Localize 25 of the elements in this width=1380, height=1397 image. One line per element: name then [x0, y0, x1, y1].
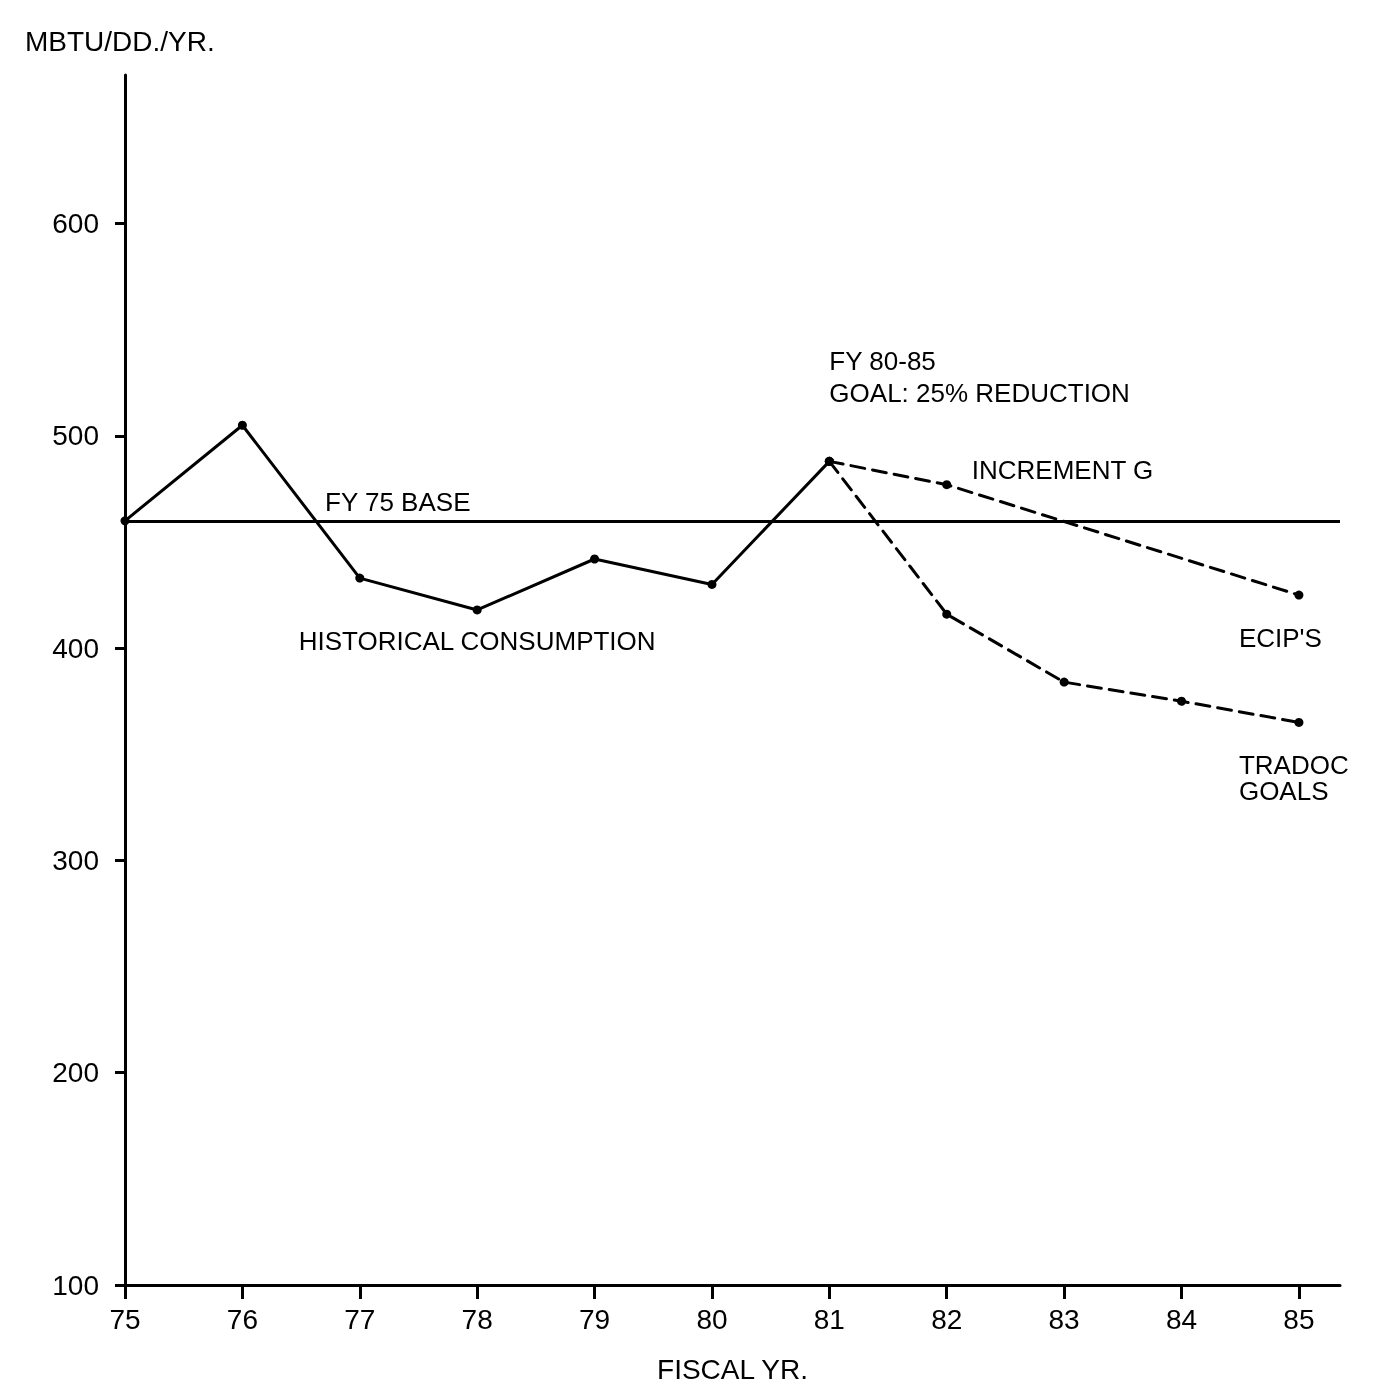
x-tick-label: 76: [226, 1303, 258, 1335]
y-tick-label: 600: [52, 208, 99, 240]
x-tick-label: 81: [813, 1303, 845, 1335]
x-tick-label: 85: [1283, 1303, 1315, 1335]
x-tick-label: 75: [109, 1303, 141, 1335]
x-tick-label: 80: [696, 1303, 728, 1335]
x-tick-label: 79: [578, 1303, 611, 1335]
y-axis-title: MBTU/DD./YR.: [25, 25, 215, 57]
x-tick-label: 83: [1048, 1303, 1080, 1335]
y-tick-label: 200: [52, 1057, 99, 1089]
x-tick-label: 82: [931, 1303, 963, 1335]
x-tick-label: 78: [461, 1303, 493, 1335]
y-tick-label: 400: [52, 632, 99, 664]
y-tick-label: 500: [52, 420, 99, 452]
series-label: HISTORICAL CONSUMPTION: [298, 625, 656, 656]
ref-line-label: FY 75 BASE: [325, 486, 471, 517]
x-axis-title: FISCAL YR.: [657, 1353, 808, 1385]
x-tick-label: 84: [1165, 1303, 1198, 1335]
series-label: TRADOC GOALS: [1238, 750, 1349, 807]
x-tick-label: 77: [344, 1303, 376, 1335]
annotation: FY 80-85 GOAL: 25% REDUCTION: [829, 346, 1130, 408]
series-label: ECIP'S: [1238, 623, 1322, 654]
y-tick-label: 300: [52, 844, 99, 876]
y-tick-label: 100: [52, 1269, 99, 1301]
annotation: INCREMENT G: [971, 454, 1154, 485]
